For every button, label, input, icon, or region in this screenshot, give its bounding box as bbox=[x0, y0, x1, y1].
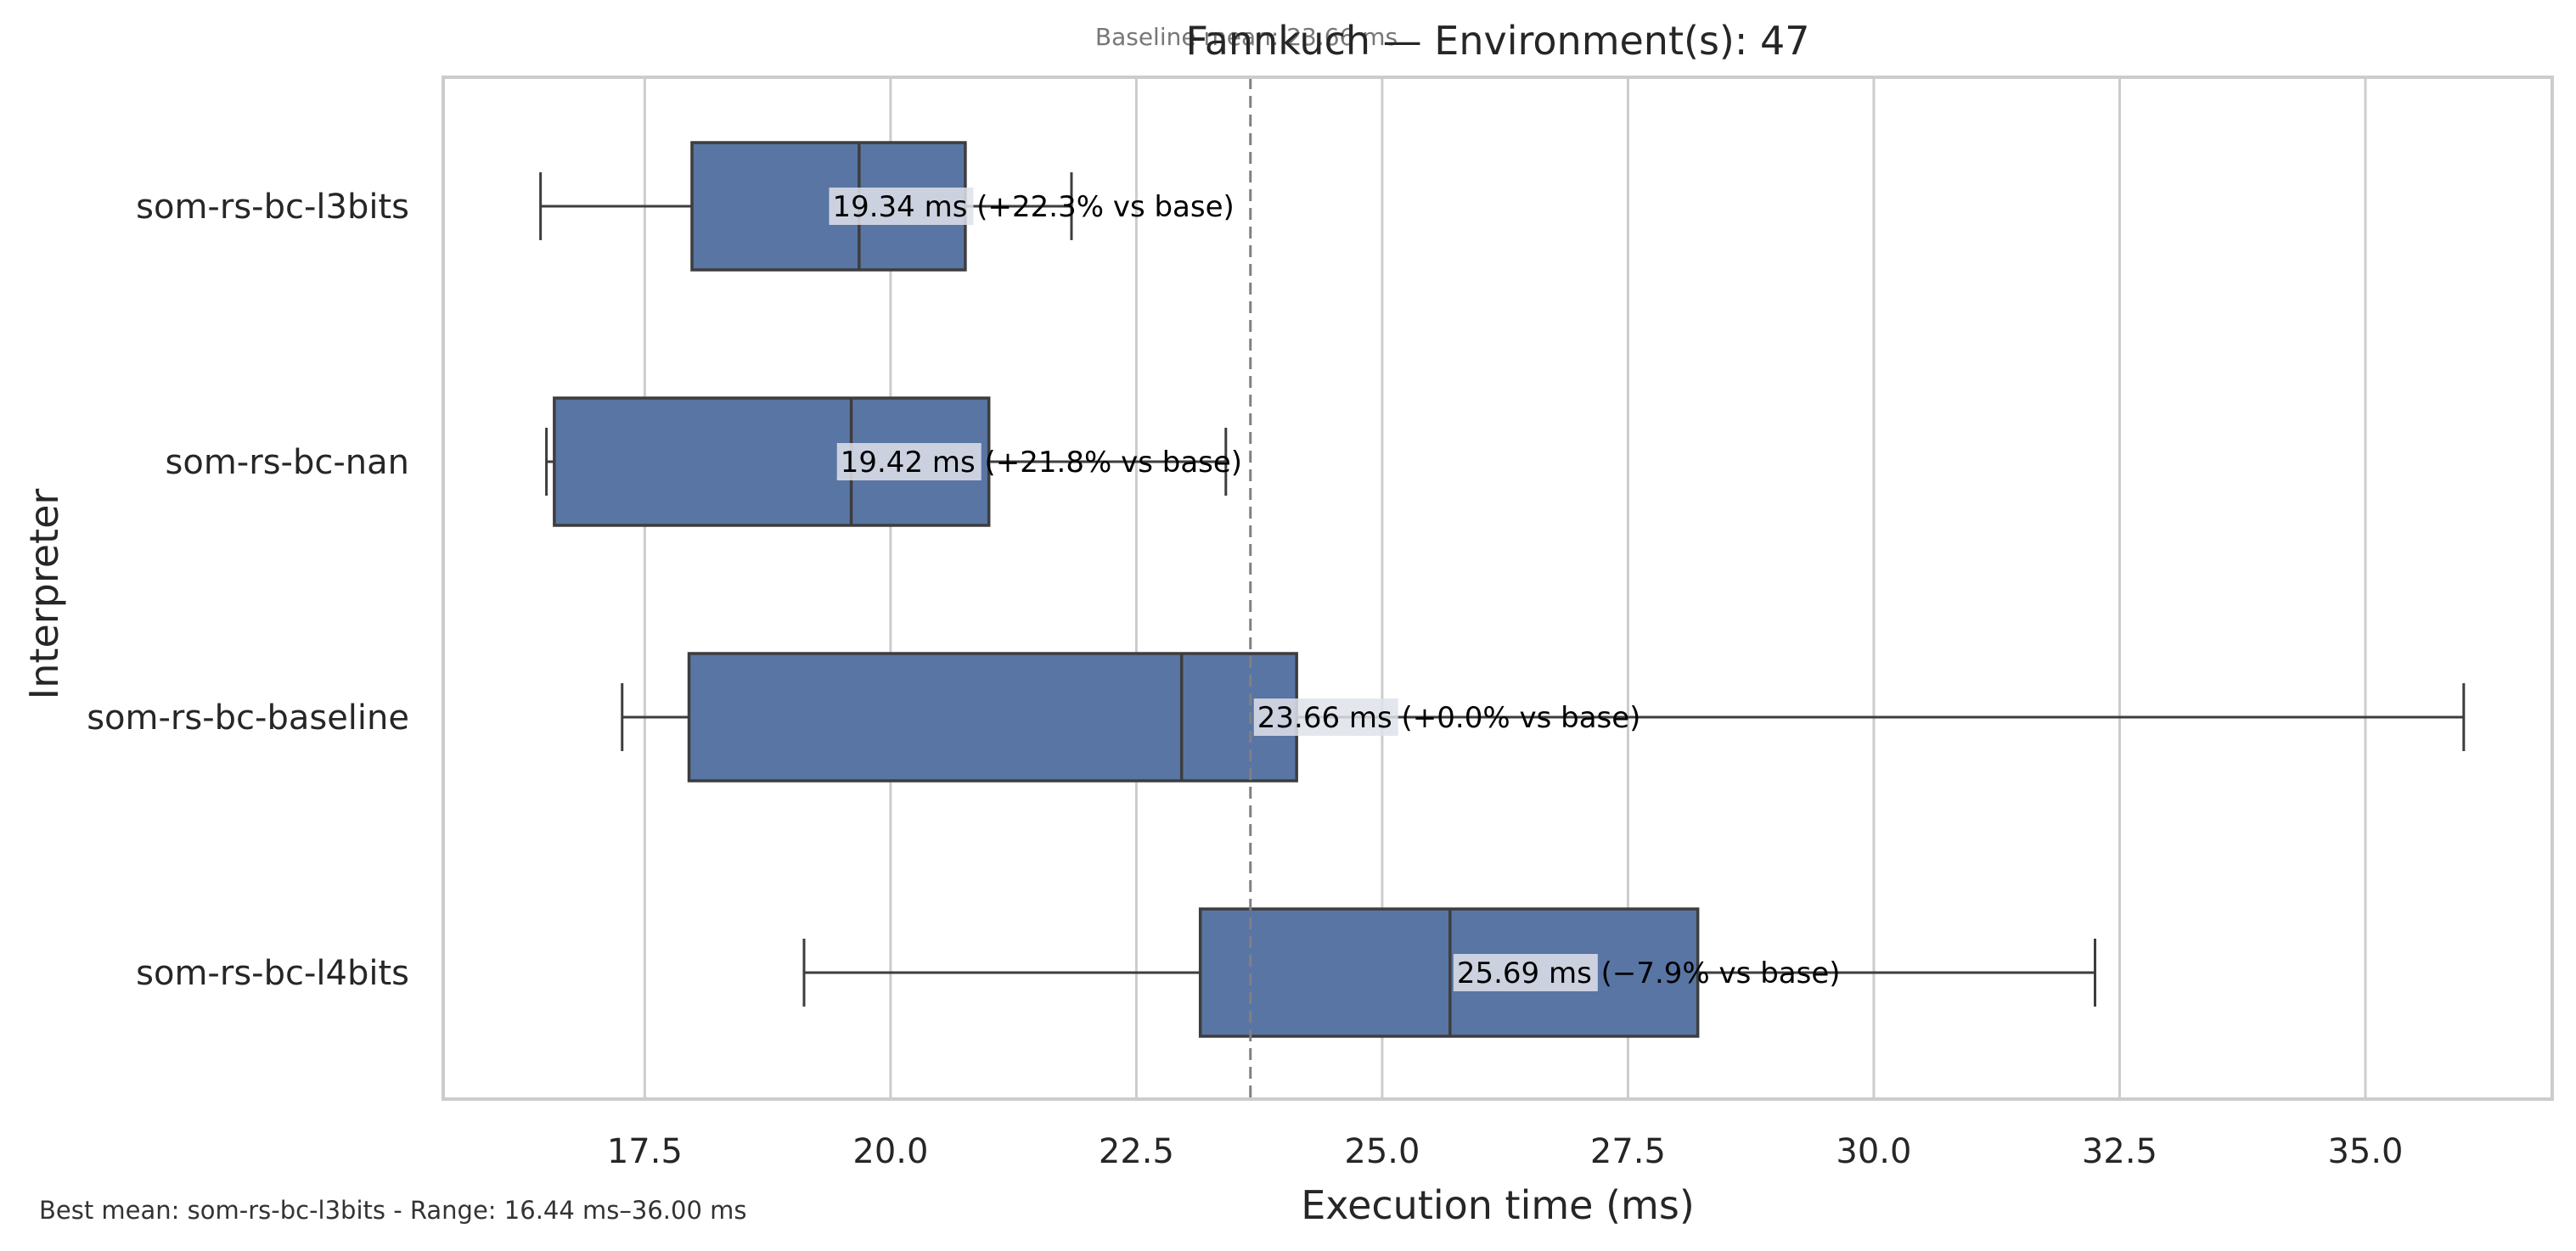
footer-note: Best mean: som-rs-bc-l3bits - Range: 16.… bbox=[39, 1196, 747, 1225]
box-group-som-rs-bc-baseline bbox=[621, 652, 2466, 783]
x-tick-label: 17.5 bbox=[607, 1132, 683, 1171]
y-tick-label: som-rs-bc-l3bits bbox=[136, 188, 409, 227]
mean-annotation: 23.66 ms (+0.0% vs base) bbox=[1257, 701, 1641, 735]
x-tick-labels: 17.5 20.0 22.5 25.0 27.5 30.0 32.5 35.0 bbox=[607, 1132, 2404, 1171]
x-tick-label: 20.0 bbox=[852, 1132, 928, 1171]
mean-annotation: 19.34 ms (+22.3% vs base) bbox=[832, 190, 1234, 224]
annotation-highlight bbox=[1453, 954, 1598, 991]
x-tick-label: 32.5 bbox=[2082, 1132, 2157, 1171]
x-tick-label: 27.5 bbox=[1590, 1132, 1666, 1171]
chart-title: Fannkuch — Environment(s): 47 bbox=[1185, 18, 1809, 64]
box bbox=[687, 652, 1298, 783]
y-tick-label: som-rs-bc-l4bits bbox=[136, 954, 409, 993]
x-axis-title: Execution time (ms) bbox=[1301, 1182, 1695, 1228]
x-tick-label: 35.0 bbox=[2327, 1132, 2403, 1171]
y-tick-label: som-rs-bc-baseline bbox=[87, 698, 409, 738]
x-tick-label: 25.0 bbox=[1344, 1132, 1420, 1171]
box-group-som-rs-bc-l4bits bbox=[802, 907, 2097, 1038]
mean-annotation: 25.69 ms (−7.9% vs base) bbox=[1457, 956, 1841, 990]
y-tick-label: som-rs-bc-nan bbox=[166, 443, 409, 482]
y-axis-title: Interpreter bbox=[21, 489, 67, 700]
baseline-note: Baseline mean: 23.66 ms bbox=[1095, 23, 1398, 51]
annotation-highlight bbox=[1253, 698, 1398, 736]
x-tick-label: 30.0 bbox=[1836, 1132, 1911, 1171]
annotation-highlight bbox=[836, 443, 981, 480]
annotation-highlight bbox=[829, 188, 974, 225]
mean-annotation: 19.42 ms (+21.8% vs base) bbox=[841, 446, 1242, 480]
annotations: 19.34 ms (+22.3% vs base) 19.42 ms (+21.8… bbox=[829, 188, 1841, 991]
y-tick-labels: som-rs-bc-l3bits som-rs-bc-nan som-rs-bc-b… bbox=[87, 188, 409, 993]
boxes bbox=[539, 141, 2466, 1038]
x-tick-label: 22.5 bbox=[1099, 1132, 1174, 1171]
plot-frame bbox=[442, 76, 2554, 1101]
